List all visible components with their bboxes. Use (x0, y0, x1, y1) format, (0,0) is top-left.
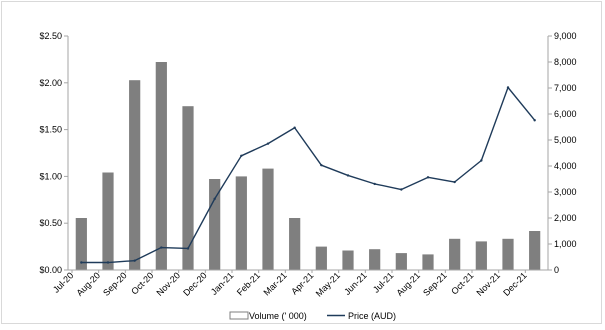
price-point (533, 119, 536, 122)
price-line (80, 86, 536, 264)
left-tick-label: $2.00 (39, 78, 62, 88)
legend: Volume (' 000) Price (AUD) (229, 311, 396, 321)
volume-bar (129, 80, 141, 270)
volume-bar (529, 231, 541, 270)
left-tick-label: $0.00 (39, 265, 62, 275)
legend-volume-label: Volume (' 000) (249, 311, 307, 321)
x-tick-label: Sep-20 (101, 270, 129, 298)
right-axis-ticks: 0 1,000 2,000 3,000 4,000 5,000 6,000 7,000 8,00… (548, 31, 577, 275)
price-point (506, 86, 510, 89)
legend-volume-swatch (229, 311, 249, 320)
x-tick-label: May-21 (314, 270, 342, 298)
price-point (186, 247, 190, 250)
left-tick-label: $1.00 (39, 171, 62, 181)
legend-price-label: Price (AUD) (348, 311, 396, 321)
right-tick-label: 9,000 (554, 31, 577, 41)
volume-bar (209, 179, 221, 270)
price-point (320, 163, 323, 167)
volume-bars (75, 62, 541, 270)
volume-bar (102, 172, 114, 270)
x-tick-label: Jul-21 (371, 270, 395, 294)
price-point (373, 182, 376, 186)
volume-bar (502, 238, 514, 270)
x-tick-label: Jan-21 (209, 270, 236, 297)
x-tick-label: Dec-20 (181, 270, 209, 298)
price-series-line (81, 86, 536, 264)
price-point (133, 259, 136, 262)
volume-bar (75, 218, 87, 270)
right-tick-label: 8,000 (554, 57, 577, 67)
x-tick-label: Jun-21 (342, 270, 369, 297)
chart-frame: $0.00 $0.50 $1.00 $1.50 $2.00 $2.50 0 1,000 2,0… (1, 1, 602, 324)
x-axis-ticks: Jul-20 Aug-20 Sep-20 Oct-20 Nov-20 Dec-20 Jan-… (51, 270, 529, 299)
right-tick-label: 5,000 (554, 135, 577, 145)
price-point (453, 180, 456, 184)
price-point (160, 246, 163, 249)
price-point (213, 197, 216, 201)
price-point (426, 176, 430, 179)
volume-bar (182, 106, 194, 270)
volume-bar (422, 254, 434, 270)
right-tick-label: 3,000 (554, 187, 577, 197)
volume-bar (289, 218, 301, 270)
volume-bar (262, 168, 274, 270)
x-tick-label: Dec-21 (501, 270, 529, 298)
x-tick-label: Nov-20 (154, 270, 182, 298)
right-tick-label: 2,000 (554, 213, 577, 223)
x-tick-label: Mar-21 (262, 270, 289, 297)
left-tick-label: $0.50 (39, 218, 62, 228)
x-tick-label: Sep-21 (421, 270, 449, 298)
volume-bar (315, 246, 327, 270)
price-point (400, 188, 403, 191)
x-tick-label: Aug-20 (74, 270, 102, 298)
volume-bar (395, 253, 407, 270)
x-tick-label: Nov-21 (474, 270, 502, 298)
price-point (293, 126, 296, 129)
x-tick-label: Oct-21 (449, 270, 475, 296)
right-tick-label: 7,000 (554, 83, 577, 93)
price-point (80, 261, 83, 264)
right-tick-label: 4,000 (554, 161, 577, 171)
price-point (106, 261, 110, 264)
volume-bar (155, 62, 167, 270)
x-tick-label: Oct-20 (129, 270, 155, 296)
volume-bar (342, 250, 354, 270)
x-tick-label: Feb-21 (235, 270, 262, 297)
volume-bar (449, 238, 461, 270)
left-tick-label: $1.50 (39, 125, 62, 135)
price-point (346, 174, 350, 177)
price-volume-chart: $0.00 $0.50 $1.00 $1.50 $2.00 $2.50 0 1,000 2,0… (39, 31, 577, 321)
left-axis-ticks: $0.00 $0.50 $1.00 $1.50 $2.00 $2.50 (39, 31, 68, 275)
left-tick-label: $2.50 (39, 31, 62, 41)
volume-bar (369, 249, 381, 270)
right-tick-label: 0 (554, 265, 559, 275)
volume-bar (475, 241, 487, 270)
x-tick-label: Aug-21 (394, 270, 422, 298)
axes (67, 36, 549, 271)
right-tick-label: 1,000 (554, 239, 577, 249)
price-point (266, 142, 270, 145)
price-point (240, 154, 243, 158)
volume-bar (235, 176, 247, 270)
right-tick-label: 6,000 (554, 109, 577, 119)
x-tick-label: Apr-21 (289, 270, 315, 296)
price-point (480, 159, 483, 162)
